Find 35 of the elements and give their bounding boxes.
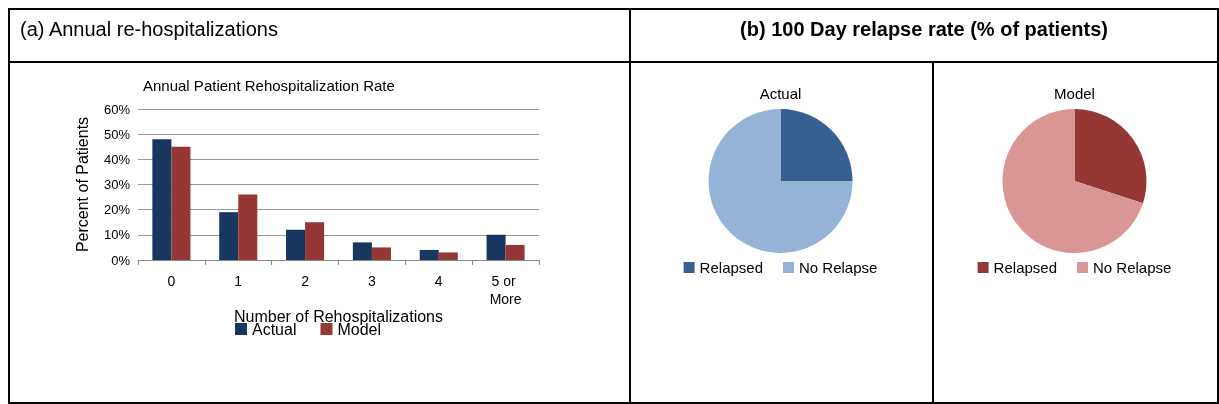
- x-tick-label: 0: [167, 273, 176, 289]
- bar: [238, 194, 258, 260]
- y-tick-label: 0%: [111, 252, 131, 268]
- bar: [371, 247, 391, 260]
- x-tick-label: 5 or More: [489, 273, 522, 307]
- y-tick-label: 40%: [103, 151, 131, 167]
- bar: [352, 242, 372, 260]
- y-tick-label: 20%: [103, 202, 131, 218]
- bar: [219, 212, 239, 260]
- y-tick-label: 50%: [103, 126, 131, 142]
- chart-title: (a) Annual re-hospitalizations: [20, 18, 278, 41]
- bar: [419, 249, 439, 260]
- x-tick-label: 3: [368, 273, 377, 289]
- legend-label: No Relapse: [799, 259, 878, 276]
- y-tick-label: 10%: [103, 227, 131, 243]
- x-tick-label: 4: [434, 273, 443, 289]
- y-tick-label: 30%: [103, 177, 131, 192]
- bar: [505, 244, 525, 260]
- y-axis-title: Percent of Patients: [73, 116, 91, 253]
- legend-label: Relapsed: [699, 259, 764, 276]
- chart-subtitle: Actual: [759, 85, 802, 102]
- bar: [171, 146, 191, 260]
- bar: [438, 252, 458, 260]
- legend-label: No Relapse: [1093, 259, 1172, 276]
- x-tick-label: 2: [301, 273, 310, 289]
- legend-label: Relapsed: [993, 259, 1058, 276]
- bar: [486, 234, 506, 260]
- text: (b) 100 Day relapse rate (% of patients): [739, 18, 1109, 41]
- bar: [305, 222, 325, 260]
- chart-subtitle: Model: [1054, 85, 1095, 102]
- bar: [286, 229, 306, 260]
- bar: [152, 139, 172, 260]
- chart-subtitle: Annual Patient Rehospitalization Rate: [143, 77, 395, 94]
- x-tick-label: 1: [234, 273, 243, 289]
- y-tick-label: 60%: [103, 101, 131, 117]
